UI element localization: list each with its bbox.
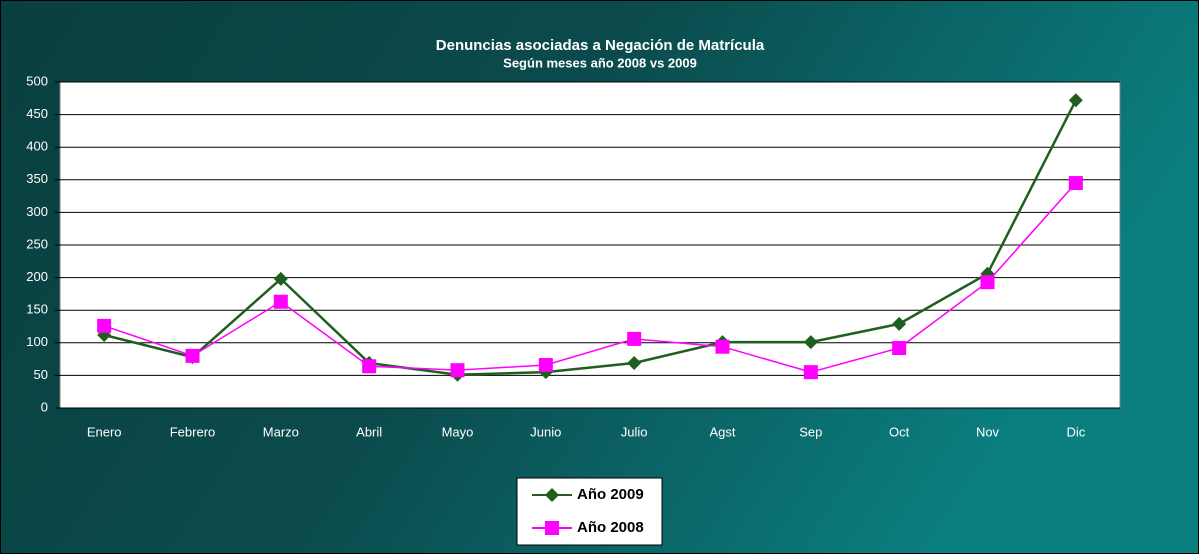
marker xyxy=(803,365,818,380)
marker xyxy=(97,318,112,333)
marker xyxy=(450,363,465,378)
x-tick-label: Agst xyxy=(709,424,735,439)
marker xyxy=(273,271,288,286)
series-line xyxy=(103,99,1077,377)
y-tick-label: 500 xyxy=(26,73,48,88)
marker xyxy=(273,294,288,309)
x-tick-label: Julio xyxy=(621,424,648,439)
y-tick-label: 400 xyxy=(26,139,48,154)
x-tick-label: Nov xyxy=(976,424,1000,439)
y-tick-label: 350 xyxy=(26,171,48,186)
y-tick-label: 50 xyxy=(34,367,48,382)
x-tick-label: Sep xyxy=(799,424,822,439)
marker xyxy=(538,357,553,372)
x-tick-label: Junio xyxy=(530,424,561,439)
y-tick-label: 250 xyxy=(26,236,48,251)
marker xyxy=(892,341,907,356)
chart-title: Denuncias asociadas a Negación de Matríc… xyxy=(436,37,765,54)
marker xyxy=(627,356,642,371)
y-tick-label: 450 xyxy=(26,106,48,121)
x-tick-label: Dic xyxy=(1066,424,1085,439)
chart-subtitle: Según meses año 2008 vs 2009 xyxy=(503,55,697,70)
marker xyxy=(627,331,642,346)
marker xyxy=(362,359,377,374)
y-tick-label: 100 xyxy=(26,334,48,349)
marker xyxy=(892,316,907,331)
marker xyxy=(980,275,995,290)
x-tick-label: Febrero xyxy=(170,424,216,439)
legend-marker xyxy=(545,488,559,502)
legend-marker xyxy=(545,521,559,535)
y-tick-label: 0 xyxy=(41,399,48,414)
y-tick-label: 200 xyxy=(26,269,48,284)
x-tick-label: Oct xyxy=(889,424,910,439)
marker xyxy=(185,348,200,363)
marker xyxy=(715,339,730,354)
y-tick-label: 300 xyxy=(26,204,48,219)
y-tick-label: 150 xyxy=(26,302,48,317)
series-line xyxy=(103,182,1077,373)
x-tick-label: Mayo xyxy=(442,424,474,439)
x-tick-label: Enero xyxy=(87,424,122,439)
legend xyxy=(516,477,663,546)
marker xyxy=(803,335,818,350)
x-tick-label: Abril xyxy=(356,424,382,439)
legend-label: Año 2008 xyxy=(577,519,644,536)
marker xyxy=(1068,176,1083,191)
legend-label: Año 2009 xyxy=(577,486,644,503)
marker xyxy=(1068,93,1083,108)
x-tick-label: Marzo xyxy=(263,424,299,439)
